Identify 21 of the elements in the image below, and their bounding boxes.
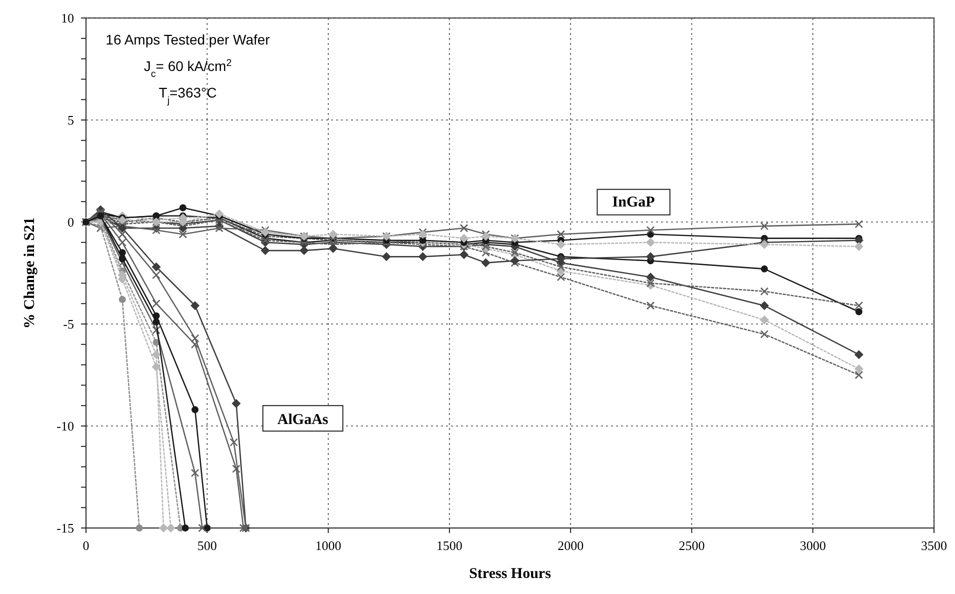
x-tick-label: 0 [82, 538, 90, 553]
y-tick-label: 10 [61, 10, 74, 26]
annotation: T$_{j}$=363°C [158, 84, 217, 106]
x-tick-label: 2500 [678, 538, 705, 553]
x-tick-label: 3000 [800, 538, 826, 553]
y-axis-title: % Change in S21 [22, 217, 38, 329]
x-tick-label: 3500 [921, 538, 947, 553]
y-tick-label: -15 [56, 520, 74, 536]
x-axis-title: Stress Hours [469, 566, 552, 582]
y-tick-label: 5 [68, 112, 74, 128]
y-tick-label: -5 [63, 316, 74, 332]
x-tick-label: 500 [197, 538, 217, 553]
annotation: J$_{c}$= 60 kA/cm$^{2}$ [144, 58, 232, 80]
x-tick-label: 2000 [558, 538, 584, 553]
y-tick-label: -10 [56, 418, 74, 434]
annotation: 16 Amps Tested per Wafer [106, 32, 270, 48]
x-tick-label: 1000 [315, 538, 342, 553]
y-tick-label: 0 [68, 214, 74, 230]
x-tick-label: 1500 [436, 538, 462, 553]
annotation: InGaP [612, 194, 655, 211]
annotation: AlGaAs [277, 412, 328, 428]
